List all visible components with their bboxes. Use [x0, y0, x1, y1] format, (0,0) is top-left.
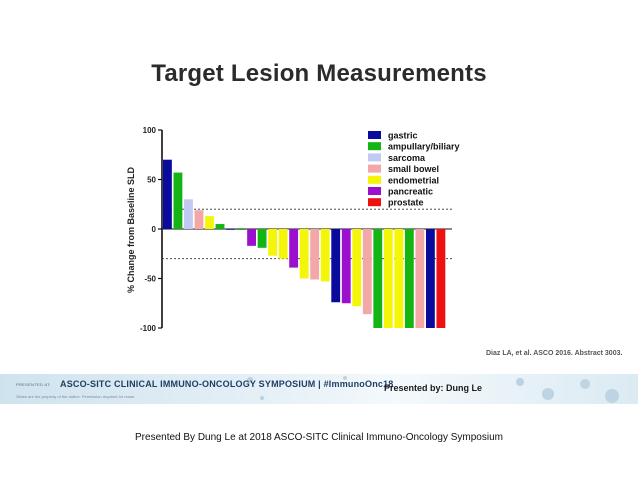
symposium-banner: PRESENTED AT: ASCO-SITC CLINICAL IMMUNO-…: [0, 374, 638, 404]
bar-gastric: [425, 229, 435, 328]
legend-swatch: [368, 142, 381, 151]
bar-endometrial: [299, 229, 309, 279]
bar-pancreatic: [247, 229, 256, 246]
bar-small-bowel: [194, 210, 204, 229]
bar-layer: [163, 159, 446, 328]
y-tick-label: 50: [147, 176, 156, 185]
bar-endometrial: [383, 229, 393, 328]
legend-label: sarcoma: [388, 153, 426, 163]
bar-pancreatic: [341, 229, 351, 304]
legend-label: small bowel: [388, 164, 439, 174]
bar-small-bowel: [310, 229, 320, 280]
bar-ampullary-biliary: [257, 229, 267, 248]
bar-ampullary-biliary: [404, 229, 414, 328]
bar-endometrial: [352, 229, 362, 307]
legend-swatch: [368, 131, 381, 139]
citation: Diaz LA, et al. ASCO 2016. Abstract 3003…: [486, 350, 623, 357]
bar-ampullary-biliary: [215, 224, 225, 229]
bar-ampullary-biliary: [173, 172, 183, 229]
bar-ampullary-biliary: [373, 229, 383, 328]
bar-sarcoma: [184, 199, 193, 229]
bar-gastric: [163, 159, 172, 229]
legend-label: ampullary/biliary: [388, 142, 460, 152]
bar-endometrial: [268, 229, 278, 256]
waterfall-chart: 100 50 0 -50 -100 gastricampullary/biliarysa…: [126, 126, 460, 333]
banner-event-name: ASCO-SITC CLINICAL IMMUNO-ONCOLOGY SYMPO…: [60, 379, 394, 389]
banner-note: Slides are the property of the author. P…: [16, 394, 136, 399]
slide-title: Target Lesion Measurements: [151, 60, 487, 87]
legend-swatch: [368, 153, 381, 162]
bar-pancreatic: [289, 229, 299, 268]
bar-endometrial: [320, 229, 330, 282]
bar-ampullary-biliary: [236, 229, 246, 230]
y-axis-label: % Change from Baseline SLD: [126, 166, 136, 293]
bar-gastric: [331, 229, 341, 303]
bar-small-bowel: [362, 229, 372, 315]
legend-label: gastric: [388, 131, 418, 141]
banner-pattern: [247, 376, 619, 403]
y-tick-label: 0: [152, 225, 157, 234]
bar-prostate: [436, 229, 446, 328]
bar-gastric: [226, 229, 235, 230]
bar-endometrial: [205, 216, 214, 229]
footer-caption: Presented By Dung Le at 2018 ASCO-SITC C…: [135, 432, 503, 443]
y-tick-label: 100: [143, 126, 157, 135]
legend-swatch: [368, 198, 381, 207]
bar-small-bowel: [415, 229, 425, 328]
legend-label: prostate: [388, 198, 424, 208]
bar-endometrial: [278, 229, 288, 259]
legend-label: endometrial: [388, 175, 439, 185]
legend-label: pancreatic: [388, 187, 433, 197]
bar-endometrial: [394, 229, 404, 328]
banner-presented-at: PRESENTED AT:: [16, 382, 51, 387]
y-tick-label: -50: [144, 275, 156, 284]
legend-swatch: [368, 187, 381, 195]
banner-presenter: Presented by: Dung Le: [384, 383, 483, 393]
legend-swatch: [368, 175, 381, 184]
y-tick-label: -100: [140, 324, 157, 333]
legend-swatch: [368, 164, 381, 173]
